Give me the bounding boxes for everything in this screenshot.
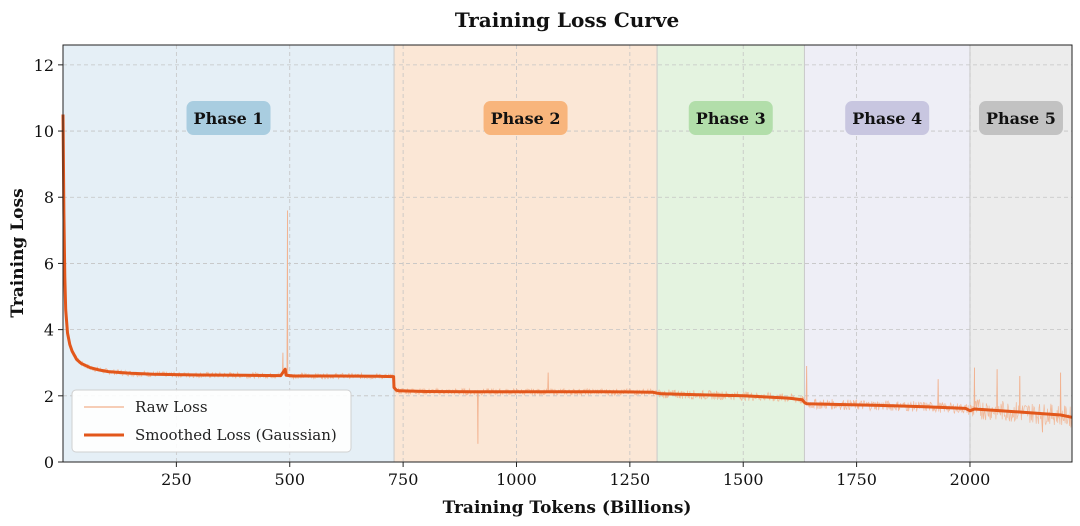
smoothed-loss-line (61, 114, 1073, 419)
x-tick-label: 1750 (836, 470, 877, 489)
phase-label-5: Phase 5 (986, 109, 1056, 128)
smoothed-loss-series (61, 114, 1073, 419)
y-tick-label: 12 (34, 56, 54, 75)
x-axis-title: Training Tokens (Billions) (443, 498, 692, 518)
y-tick-label: 2 (44, 387, 54, 406)
y-tick-label: 4 (44, 321, 54, 340)
phase-labels: Phase 1 Phase 2 Phase 3 Phase 4 Phase 5 (186, 101, 1063, 135)
y-tick-label: 10 (34, 122, 54, 141)
y-tick-label: 8 (44, 188, 54, 207)
x-tick-label: 750 (388, 470, 419, 489)
phase-badge-5 (978, 101, 1063, 135)
phase-badge-4 (845, 101, 930, 135)
phase-badge-3 (688, 101, 773, 135)
phase-badge-1 (186, 101, 271, 135)
plot-frame (62, 44, 1073, 463)
legend-smoothed-label: Smoothed Loss (Gaussian) (135, 426, 337, 444)
legend-raw-label: Raw Loss (135, 398, 208, 416)
y-tick-label: 6 (44, 254, 54, 273)
phase-badge-2 (483, 101, 568, 135)
phase-label-2: Phase 2 (491, 109, 561, 128)
x-tick-label: 1250 (609, 470, 650, 489)
legend-box (71, 389, 352, 453)
phase-backgrounds (63, 45, 1072, 462)
x-tick-label: 2000 (950, 470, 991, 489)
phase-label-1: Phase 1 (194, 109, 264, 128)
y-axis-title: Training Loss (8, 188, 28, 317)
legend: Raw Loss Smoothed Loss (Gaussian) (71, 389, 352, 453)
x-axis-ticks: 250 500 750 1000 1250 1500 1750 2000 (161, 462, 990, 489)
x-tick-label: 250 (161, 470, 192, 489)
x-tick-label: 1000 (496, 470, 537, 489)
phase-label-4: Phase 4 (852, 109, 922, 128)
y-axis-ticks: 0 2 4 6 8 10 12 (34, 56, 63, 472)
phase-label-3: Phase 3 (696, 109, 766, 128)
chart-title: Training Loss Curve (455, 8, 679, 32)
x-tick-label: 1500 (723, 470, 764, 489)
x-tick-label: 500 (274, 470, 305, 489)
y-tick-label: 0 (44, 453, 54, 472)
